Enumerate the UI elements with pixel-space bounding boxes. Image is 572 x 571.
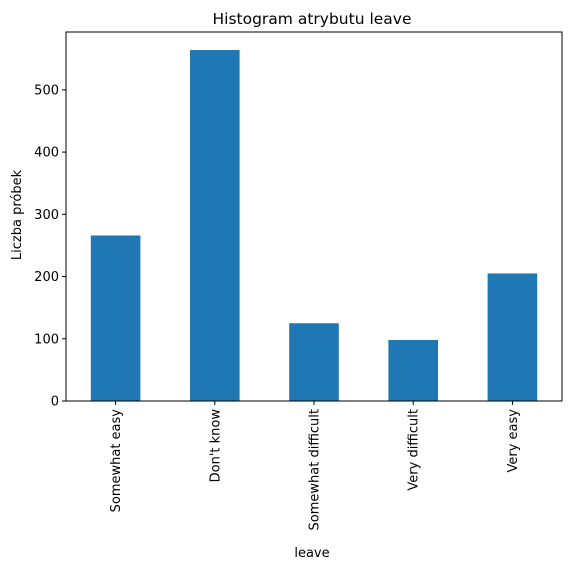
y-axis: 0 100 200 300 400 500 — [34, 83, 66, 410]
y-axis-title: Liczba próbek — [10, 169, 25, 260]
bar — [90, 235, 141, 401]
x-tick-label: Don't know — [208, 409, 223, 483]
y-tick-label: 0 — [51, 395, 59, 410]
x-tick-label: Very difficult — [407, 409, 422, 491]
x-tick-label: Somewhat easy — [109, 409, 124, 513]
y-tick-label: 400 — [34, 146, 59, 161]
bars-group — [90, 50, 538, 401]
x-axis: Somewhat easy Don't know Somewhat difficul… — [109, 401, 521, 530]
bar — [487, 273, 538, 401]
bar — [190, 50, 240, 401]
chart-title: Histogram atrybutu leave — [213, 10, 412, 28]
x-tick-label: Very easy — [506, 409, 521, 473]
x-axis-title: leave — [294, 546, 329, 561]
bar — [289, 323, 339, 401]
y-tick-label: 100 — [34, 332, 59, 347]
y-tick-label: 300 — [34, 208, 59, 223]
x-tick-label: Somewhat difficult — [308, 409, 323, 530]
bar — [388, 340, 438, 401]
y-tick-label: 500 — [34, 83, 59, 98]
y-tick-label: 200 — [34, 270, 59, 285]
